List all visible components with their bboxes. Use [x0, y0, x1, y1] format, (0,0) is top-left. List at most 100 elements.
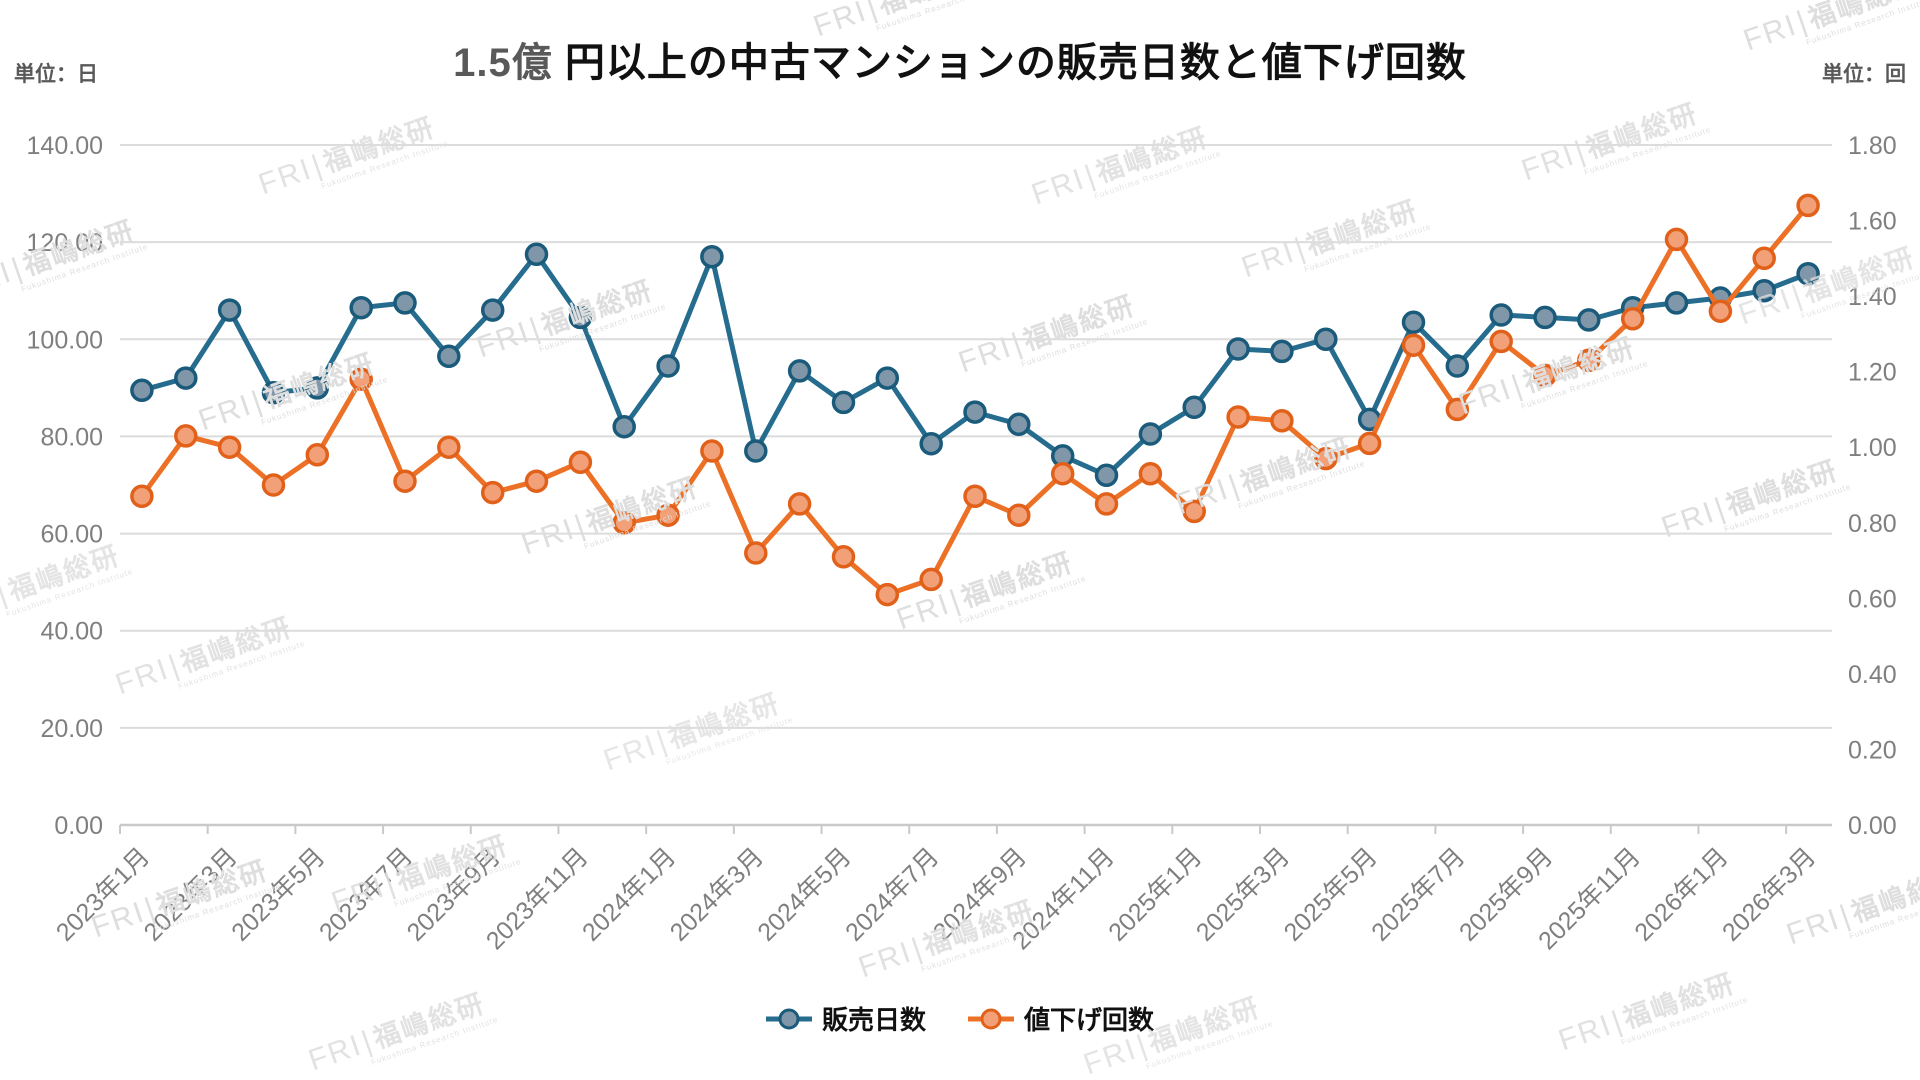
- data-point[interactable]: [1314, 327, 1338, 352]
- left-axis-tick-label: 80.00: [40, 423, 103, 451]
- x-axis-tick-label: 2025年5月: [1279, 842, 1383, 946]
- data-point[interactable]: [875, 366, 900, 390]
- data-point[interactable]: [787, 359, 812, 383]
- legend-item-price-cut-count[interactable]: 値下げ回数: [968, 1000, 1154, 1037]
- data-point[interactable]: [1577, 308, 1601, 332]
- data-point[interactable]: [1007, 412, 1031, 437]
- data-point[interactable]: [1752, 246, 1776, 271]
- data-point[interactable]: [393, 291, 417, 315]
- x-axis-tick-label: 2023年7月: [314, 842, 418, 946]
- data-point[interactable]: [787, 492, 812, 516]
- data-point[interactable]: [1445, 397, 1470, 422]
- data-point[interactable]: [130, 484, 154, 509]
- x-axis-tick-label: 2024年7月: [840, 842, 944, 946]
- left-axis-tick-label: 60.00: [40, 521, 103, 549]
- data-point[interactable]: [568, 450, 593, 475]
- data-point[interactable]: [1796, 261, 1820, 286]
- data-point[interactable]: [1533, 305, 1557, 330]
- right-axis-tick-label: 0.00: [1848, 812, 1897, 840]
- series-price-cut-count: [130, 193, 1820, 607]
- data-point[interactable]: [349, 367, 373, 391]
- data-point[interactable]: [1620, 307, 1645, 331]
- series-line: [139, 202, 1811, 598]
- data-point[interactable]: [1138, 422, 1163, 446]
- data-point[interactable]: [1182, 499, 1206, 524]
- data-point[interactable]: [1533, 363, 1557, 388]
- data-point[interactable]: [437, 435, 461, 459]
- data-point[interactable]: [1226, 337, 1250, 361]
- data-point[interactable]: [305, 443, 330, 467]
- data-point[interactable]: [1357, 431, 1382, 456]
- x-axis-tick-label: 2025年3月: [1191, 842, 1295, 946]
- data-point[interactable]: [612, 511, 636, 535]
- right-axis-tick-label: 1.40: [1848, 283, 1897, 311]
- data-point[interactable]: [919, 431, 943, 456]
- data-point[interactable]: [1445, 354, 1470, 378]
- data-point[interactable]: [480, 298, 505, 322]
- data-point[interactable]: [1664, 227, 1689, 252]
- data-point[interactable]: [1270, 339, 1294, 364]
- data-point[interactable]: [524, 242, 549, 267]
- data-point[interactable]: [656, 503, 680, 527]
- right-axis-tick-label: 1.00: [1848, 434, 1897, 462]
- data-point[interactable]: [656, 354, 680, 378]
- right-axis-tick-label: 1.60: [1848, 208, 1897, 236]
- data-point[interactable]: [1489, 329, 1513, 354]
- data-point[interactable]: [700, 244, 724, 269]
- data-point[interactable]: [1182, 395, 1206, 420]
- data-point[interactable]: [217, 298, 242, 322]
- data-point[interactable]: [1226, 405, 1250, 429]
- right-axis-unit-label: 単位：回: [1822, 63, 1906, 86]
- data-point[interactable]: [1489, 303, 1513, 327]
- data-point[interactable]: [612, 414, 636, 439]
- data-point[interactable]: [700, 439, 724, 463]
- data-point[interactable]: [1314, 446, 1338, 471]
- data-point[interactable]: [437, 344, 461, 369]
- data-point[interactable]: [1401, 333, 1426, 357]
- left-axis-labels: 140.00 120.00 100.00 80.00 60.00 40.00 20.00 0.…: [27, 132, 103, 840]
- gridlines: [120, 144, 1832, 827]
- x-axis-tick-label: 2025年7月: [1366, 842, 1470, 946]
- data-point[interactable]: [174, 366, 198, 390]
- left-axis-tick-label: 20.00: [40, 715, 103, 743]
- data-point[interactable]: [744, 439, 768, 463]
- data-point[interactable]: [831, 545, 856, 569]
- data-point[interactable]: [1577, 348, 1601, 373]
- data-point[interactable]: [1796, 193, 1820, 218]
- chart-title-prefix: 1.5億: [453, 41, 553, 85]
- data-point[interactable]: [1270, 409, 1294, 433]
- data-point[interactable]: [744, 541, 768, 565]
- data-point[interactable]: [524, 469, 549, 493]
- data-point[interactable]: [919, 567, 943, 592]
- left-axis-unit-label: 単位：日: [14, 63, 98, 86]
- legend-item-sales-days[interactable]: 販売日数: [765, 1000, 926, 1037]
- data-point[interactable]: [217, 435, 242, 459]
- data-point[interactable]: [261, 473, 286, 497]
- data-point[interactable]: [831, 390, 856, 415]
- data-point[interactable]: [349, 295, 373, 320]
- data-point[interactable]: [1094, 492, 1119, 516]
- right-axis-tick-label: 1.80: [1848, 132, 1897, 160]
- data-point[interactable]: [305, 376, 330, 400]
- data-point[interactable]: [963, 484, 987, 509]
- data-point[interactable]: [568, 305, 593, 330]
- series-line: [139, 251, 1811, 478]
- data-point[interactable]: [1138, 461, 1163, 486]
- legend-label-price-cut-count: 値下げ回数: [1024, 1005, 1155, 1035]
- data-point[interactable]: [1050, 461, 1075, 486]
- data-point[interactable]: [1664, 291, 1689, 315]
- data-point[interactable]: [130, 378, 154, 403]
- data-point[interactable]: [1752, 278, 1776, 303]
- data-point[interactable]: [174, 424, 198, 448]
- data-point[interactable]: [1708, 299, 1733, 323]
- data-point[interactable]: [261, 380, 286, 405]
- x-axis-labels: 2023年1月2023年3月2023年5月2023年7月2023年9月2023年…: [51, 842, 1821, 955]
- data-point[interactable]: [875, 582, 900, 607]
- data-point[interactable]: [480, 480, 505, 505]
- data-point[interactable]: [393, 469, 417, 493]
- x-axis-tick-label: 2025年1月: [1103, 842, 1207, 946]
- data-point[interactable]: [963, 400, 987, 424]
- data-point[interactable]: [1094, 463, 1119, 488]
- data-point[interactable]: [1401, 310, 1426, 335]
- data-point[interactable]: [1007, 503, 1031, 527]
